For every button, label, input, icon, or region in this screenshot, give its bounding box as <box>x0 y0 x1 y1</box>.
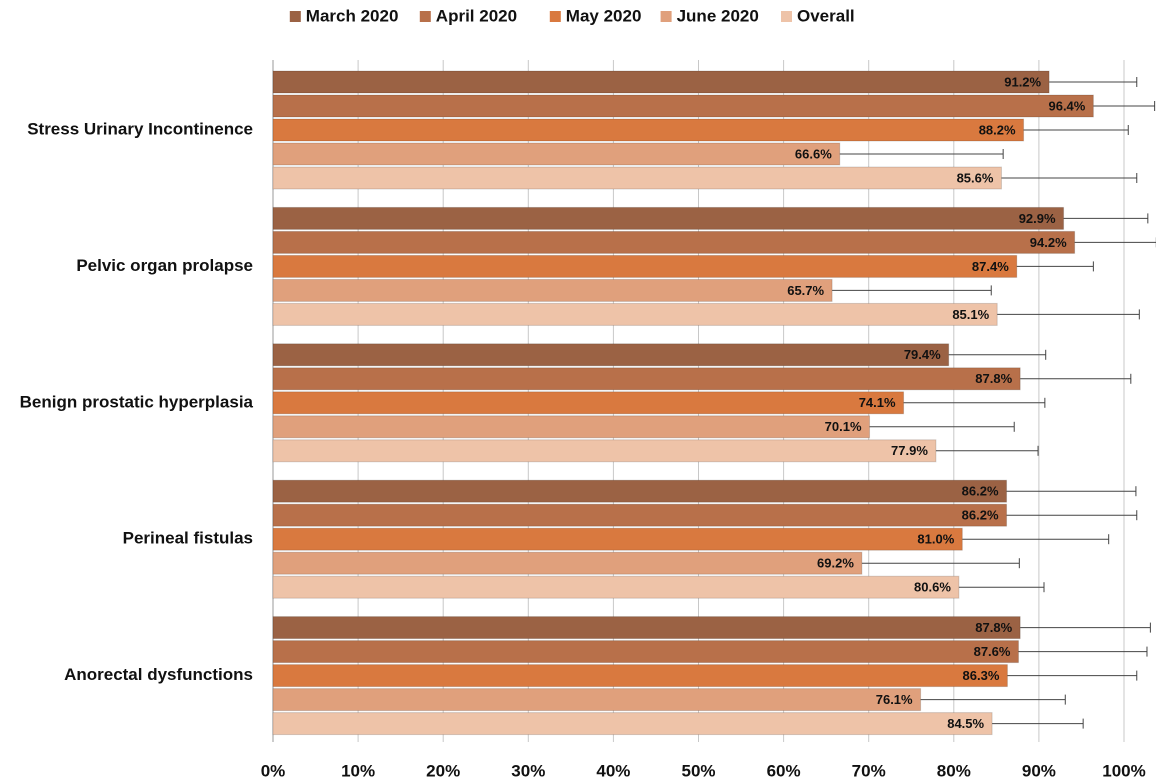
value-label: 87.8% <box>975 371 1012 386</box>
value-label: 85.6% <box>957 170 994 185</box>
value-label: 85.1% <box>952 307 989 322</box>
value-label: 87.6% <box>974 644 1011 659</box>
bar <box>272 278 833 302</box>
bar <box>272 664 1008 688</box>
bar <box>272 527 963 551</box>
bar <box>272 166 1002 190</box>
bar <box>272 479 1008 503</box>
value-label: 94.2% <box>1030 235 1067 250</box>
bar <box>272 439 937 463</box>
legend-label: May 2020 <box>566 6 642 25</box>
value-label: 69.2% <box>817 556 854 571</box>
value-label: 86.2% <box>962 484 999 499</box>
value-label: 66.6% <box>795 146 832 161</box>
value-label: 86.2% <box>962 508 999 523</box>
value-label: 81.0% <box>917 532 954 547</box>
x-tick-label: 30% <box>511 761 545 780</box>
bar <box>272 503 1008 527</box>
bar <box>272 254 1018 278</box>
bar <box>272 142 841 166</box>
bar <box>272 688 922 712</box>
category-label: Anorectal dysfunctions <box>64 665 253 684</box>
category-label: Pelvic organ prolapse <box>76 256 253 275</box>
bar <box>272 391 905 415</box>
legend-label: March 2020 <box>306 6 399 25</box>
bar <box>272 230 1076 254</box>
value-label: 92.9% <box>1019 211 1056 226</box>
legend-label: April 2020 <box>436 6 517 25</box>
legend-swatch <box>781 11 792 22</box>
x-tick-label: 20% <box>426 761 460 780</box>
bar <box>272 94 1094 118</box>
x-tick-label: 80% <box>937 761 971 780</box>
x-tick-label: 60% <box>767 761 801 780</box>
bar <box>272 70 1050 94</box>
value-label: 96.4% <box>1048 98 1085 113</box>
bar <box>272 206 1065 230</box>
value-label: 87.4% <box>972 259 1009 274</box>
bar <box>272 367 1021 391</box>
bar <box>272 343 950 367</box>
bar <box>272 640 1019 664</box>
legend-swatch <box>419 11 431 22</box>
legend-swatch <box>660 11 672 22</box>
x-tick-label: 90% <box>1022 761 1056 780</box>
value-label: 87.8% <box>975 620 1012 635</box>
value-label: 79.4% <box>904 347 941 362</box>
legend-label: Overall <box>797 6 855 25</box>
bar <box>272 118 1025 142</box>
legend-swatch <box>549 11 561 22</box>
value-label: 77.9% <box>891 443 928 458</box>
x-tick-label: 10% <box>341 761 375 780</box>
value-label: 84.5% <box>947 716 984 731</box>
value-label: 91.2% <box>1004 74 1041 89</box>
value-label: 80.6% <box>914 580 951 595</box>
bar <box>272 302 998 326</box>
x-tick-label: 50% <box>681 761 715 780</box>
bar <box>272 575 960 599</box>
value-label: 86.3% <box>963 668 1000 683</box>
value-label: 65.7% <box>787 283 824 298</box>
bar <box>272 616 1021 640</box>
value-label: 76.1% <box>876 692 913 707</box>
value-label: 74.1% <box>859 395 896 410</box>
category-label: Perineal fistulas <box>123 529 253 548</box>
x-tick-label: 70% <box>852 761 886 780</box>
x-tick-label: 0% <box>261 761 286 780</box>
legend-swatch <box>289 11 301 22</box>
value-label: 70.1% <box>825 419 862 434</box>
category-label: Stress Urinary Incontinence <box>27 119 253 138</box>
bar <box>272 712 993 736</box>
category-label: Benign prostatic hyperplasia <box>20 392 254 411</box>
x-tick-label: 40% <box>596 761 630 780</box>
legend-label: June 2020 <box>677 6 759 25</box>
bar <box>272 551 863 575</box>
value-label: 88.2% <box>979 122 1016 137</box>
bar <box>272 415 871 439</box>
x-tick-label: 100% <box>1102 761 1145 780</box>
